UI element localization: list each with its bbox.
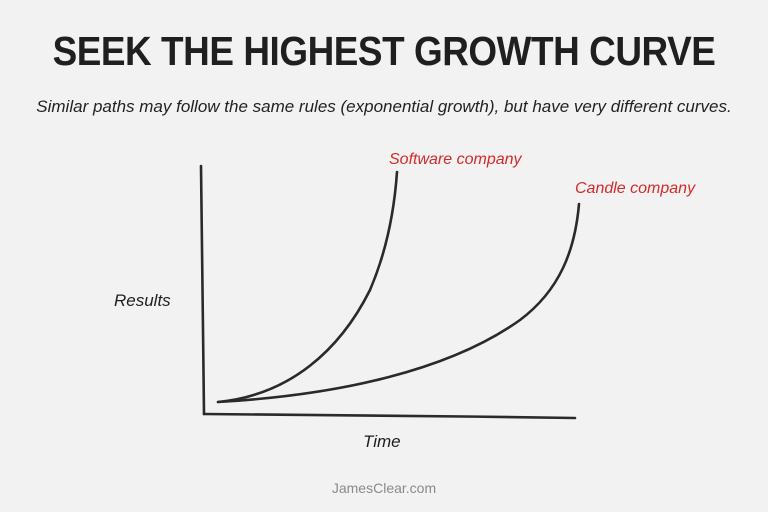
y-axis — [199, 164, 206, 416]
software-company-label: Software company — [389, 151, 523, 168]
page-subtitle: Similar paths may follow the same rules … — [36, 97, 732, 116]
y-axis-label: Results — [114, 291, 171, 310]
x-axis-label: Time — [363, 432, 401, 451]
software-company-curve — [216, 170, 399, 404]
candle-company-label: Candle company — [575, 180, 696, 197]
candle-company-curve — [216, 202, 581, 404]
x-axis — [202, 412, 577, 420]
page-title: SEEK THE HIGHEST GROWTH CURVE — [52, 28, 716, 74]
footer-site-label: JamesClear.com — [331, 480, 437, 496]
